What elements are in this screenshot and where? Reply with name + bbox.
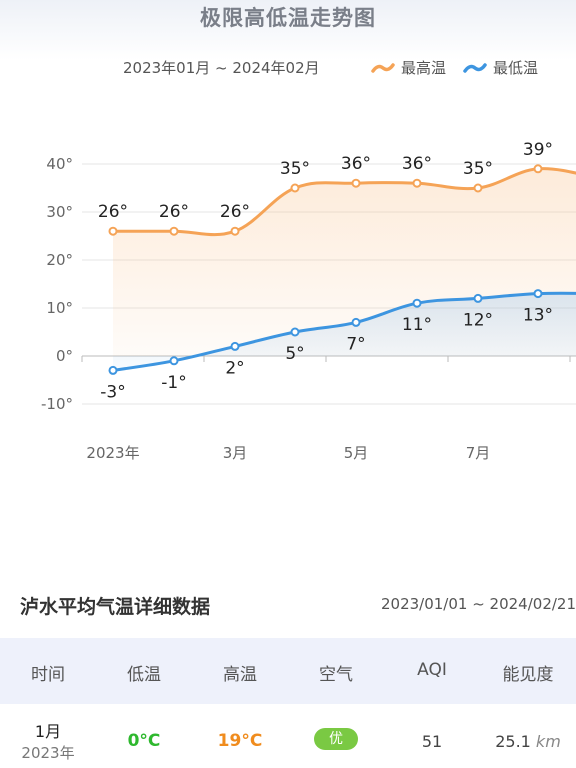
chart-data-labels: 26° 26° 26° 35° 36° 36° 35° 39° -3° -1° 2° 5° 7° 11° 1… bbox=[98, 140, 553, 403]
max-temp-label: 35° bbox=[280, 159, 310, 179]
table-row[interactable]: 1月 2023年 0°C 19°C 优 51 25.1 km bbox=[0, 704, 576, 768]
legend-label-max: 最高温 bbox=[401, 59, 447, 77]
chart-tick-labels: 40° 30° 20° 10° 0° -10° 2023年 3月 5月 7月 bbox=[41, 155, 490, 462]
min-temp-point[interactable] bbox=[533, 289, 543, 299]
row-month: 1月 bbox=[34, 722, 62, 741]
row-visibility-value: 25.1 bbox=[495, 732, 531, 751]
legend-line-max-icon bbox=[371, 62, 395, 73]
section-title: 泸水平均气温详细数据 bbox=[20, 596, 211, 618]
max-temp-point[interactable] bbox=[169, 226, 179, 236]
max-temp-point[interactable] bbox=[230, 226, 240, 236]
air-quality-badge: 优 bbox=[314, 728, 358, 750]
min-temp-point[interactable] bbox=[351, 317, 361, 327]
row-visibility-unit: km bbox=[535, 732, 561, 751]
max-temp-point[interactable] bbox=[533, 164, 543, 174]
x-tick-label: 3月 bbox=[223, 444, 248, 462]
max-temp-point[interactable] bbox=[108, 226, 118, 236]
min-temp-point[interactable] bbox=[290, 327, 300, 337]
min-temp-point[interactable] bbox=[473, 293, 483, 303]
min-temp-point[interactable] bbox=[412, 298, 422, 308]
max-temp-label: 39° bbox=[523, 140, 553, 160]
max-temp-label: 36° bbox=[341, 154, 371, 174]
min-temp-label: 12° bbox=[463, 310, 493, 330]
min-temp-label: -1° bbox=[161, 373, 186, 393]
min-temp-point[interactable] bbox=[230, 341, 240, 351]
max-temp-point[interactable] bbox=[351, 178, 361, 188]
max-temp-point[interactable] bbox=[290, 183, 300, 193]
header-aqi: AQI bbox=[417, 660, 447, 680]
header-low: 低温 bbox=[127, 665, 161, 685]
min-temp-area bbox=[113, 293, 576, 371]
max-temp-point[interactable] bbox=[473, 183, 483, 193]
legend-item-max[interactable]: 最高温 bbox=[370, 57, 446, 78]
x-tick-label: 5月 bbox=[344, 444, 369, 462]
row-aqi: 51 bbox=[421, 732, 443, 751]
max-temp-point[interactable] bbox=[412, 178, 422, 188]
temperature-chart: 26° 26° 26° 35° 36° 36° 35° 39° -3° -1° 2° 5° 7° 11° 1… bbox=[41, 140, 576, 462]
table-header: 时间 低温 高温 空气 AQI 能见度 bbox=[0, 638, 576, 704]
section-date-range[interactable]: 2023/01/01 ~ 2024/02/21 bbox=[380, 595, 576, 613]
min-temp-label: 5° bbox=[285, 344, 304, 364]
chart-title: 极限高低温走势图 bbox=[200, 6, 376, 30]
x-tick-label: 2023年 bbox=[86, 444, 139, 462]
row-year: 2023年 bbox=[21, 744, 75, 762]
y-tick-label: -10° bbox=[41, 395, 73, 413]
header-background bbox=[0, 0, 576, 60]
min-temp-label: -3° bbox=[100, 382, 125, 402]
chart-date-range: 2023年01月 ~ 2024年02月 bbox=[123, 59, 320, 77]
legend-line-min-icon bbox=[463, 62, 487, 73]
y-tick-label: 30° bbox=[46, 203, 73, 221]
x-tick-label: 7月 bbox=[466, 444, 491, 462]
row-visibility: 25.1 km bbox=[480, 732, 576, 751]
chart-areas bbox=[113, 168, 576, 371]
max-temp-label: 26° bbox=[220, 202, 250, 222]
header-air: 空气 bbox=[319, 665, 353, 685]
header-time: 时间 bbox=[31, 665, 65, 685]
min-temp-point[interactable] bbox=[108, 365, 118, 375]
min-temp-point[interactable] bbox=[169, 356, 179, 366]
y-tick-label: 0° bbox=[56, 347, 73, 365]
row-high-temp: 19°C bbox=[217, 731, 263, 751]
max-temp-label: 26° bbox=[159, 202, 189, 222]
chart-points bbox=[108, 164, 543, 375]
y-tick-label: 20° bbox=[46, 251, 73, 269]
row-low-temp: 0°C bbox=[127, 731, 161, 751]
max-temp-label: 26° bbox=[98, 202, 128, 222]
min-temp-label: 13° bbox=[523, 306, 553, 326]
header-high: 高温 bbox=[223, 665, 257, 685]
y-tick-label: 10° bbox=[46, 299, 73, 317]
legend-label-min: 最低温 bbox=[493, 59, 539, 77]
header-visibility: 能见度 bbox=[502, 665, 554, 685]
max-temp-label: 36° bbox=[402, 154, 432, 174]
legend-item-min[interactable]: 最低温 bbox=[462, 57, 538, 78]
max-temp-label: 35° bbox=[463, 159, 493, 179]
min-temp-label: 11° bbox=[402, 315, 432, 335]
min-temp-label: 2° bbox=[225, 358, 244, 378]
y-tick-label: 40° bbox=[46, 155, 73, 173]
min-temp-label: 7° bbox=[346, 334, 365, 354]
